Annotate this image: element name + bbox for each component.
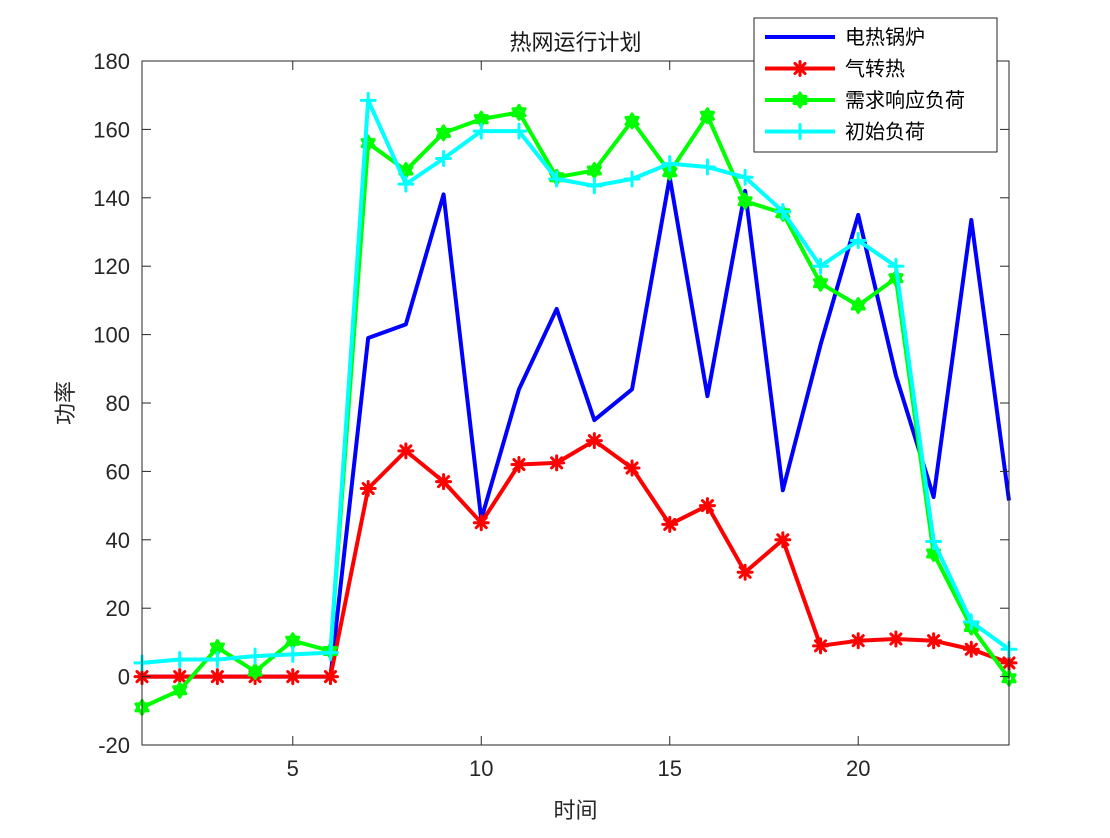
data-point-3 xyxy=(812,274,829,292)
data-point-4 xyxy=(925,533,943,551)
data-point-4 xyxy=(585,177,603,195)
data-point-2 xyxy=(548,454,566,472)
data-point-4 xyxy=(435,149,453,167)
data-point-4 xyxy=(208,651,226,668)
legend-label-4: 初始负荷 xyxy=(845,120,925,144)
data-point-3 xyxy=(699,107,715,125)
data-point-2 xyxy=(208,668,226,686)
data-point-4 xyxy=(246,647,264,665)
data-point-2 xyxy=(698,497,716,515)
data-point-2 xyxy=(359,480,377,497)
data-point-2 xyxy=(623,459,641,477)
data-point-2 xyxy=(925,632,943,650)
data-point-2 xyxy=(585,432,603,450)
data-point-3 xyxy=(247,662,263,680)
data-point-2 xyxy=(849,632,867,650)
data-point-2 xyxy=(435,473,453,491)
data-point-2 xyxy=(812,637,830,655)
y-tick-label: 80 xyxy=(106,391,130,416)
data-point-4 xyxy=(962,613,980,631)
x-axis-title: 时间 xyxy=(553,799,597,824)
data-point-3 xyxy=(586,161,602,179)
y-tick-label: 0 xyxy=(118,665,130,690)
legend-marker-4 xyxy=(791,123,809,140)
legend-marker-3 xyxy=(792,91,808,109)
x-tick-label: 5 xyxy=(287,756,299,781)
data-point-2 xyxy=(962,640,980,658)
data-point-3 xyxy=(511,103,527,121)
data-point-3 xyxy=(436,124,452,142)
data-point-3 xyxy=(850,297,866,315)
chart-title: 热网运行计划 xyxy=(509,31,641,56)
data-point-3 xyxy=(285,632,301,650)
y-tick-label: 180 xyxy=(93,49,130,74)
data-point-4 xyxy=(321,644,339,662)
y-tick-label: 160 xyxy=(93,117,130,142)
data-point-4 xyxy=(698,158,716,176)
data-point-2 xyxy=(321,668,339,686)
data-point-4 xyxy=(171,651,189,668)
data-point-4 xyxy=(887,257,905,275)
data-point-2 xyxy=(661,515,679,533)
data-point-2 xyxy=(284,668,302,686)
data-point-3 xyxy=(737,192,753,210)
y-axis-title: 功率 xyxy=(54,381,79,425)
y-tick-label: 100 xyxy=(93,323,130,348)
data-point-3 xyxy=(172,681,188,699)
data-point-2 xyxy=(774,531,792,549)
data-point-3 xyxy=(624,112,640,130)
data-point-2 xyxy=(887,630,905,648)
data-point-4 xyxy=(812,257,830,275)
data-point-2 xyxy=(510,456,528,474)
data-point-4 xyxy=(661,155,679,173)
x-tick-label: 15 xyxy=(657,756,681,781)
data-point-4 xyxy=(284,645,302,663)
y-tick-label: 120 xyxy=(93,254,130,279)
y-tick-label: 40 xyxy=(106,528,130,553)
legend-marker-2 xyxy=(791,60,809,77)
data-point-4 xyxy=(397,175,415,193)
data-point-2 xyxy=(472,514,490,532)
data-point-4 xyxy=(849,232,867,250)
ticks-layer: -20 0 20 40 60 80 100 120 140 160 180 5 10 15 20 xyxy=(93,49,1009,781)
data-point-3 xyxy=(398,161,414,179)
data-point-4 xyxy=(623,170,641,188)
data-point-4 xyxy=(359,91,377,109)
data-point-4 xyxy=(472,122,490,140)
y-tick-label: 20 xyxy=(106,596,130,621)
plot-area xyxy=(142,61,1009,745)
x-tick-label: 20 xyxy=(846,756,870,781)
data-point-2 xyxy=(736,563,754,581)
data-point-2 xyxy=(171,668,189,686)
x-tick-label: 10 xyxy=(469,756,493,781)
y-tick-label: 140 xyxy=(93,186,130,211)
legend-label-1: 电热锅炉 xyxy=(845,25,925,49)
data-point-4 xyxy=(774,202,792,220)
legend-label-3: 需求响应负荷 xyxy=(845,88,965,112)
data-point-4 xyxy=(510,122,528,140)
data-point-4 xyxy=(736,168,754,186)
y-tick-label: -20 xyxy=(98,733,130,758)
data-point-2 xyxy=(397,442,415,460)
data-point-4 xyxy=(548,170,566,188)
y-tick-label: 60 xyxy=(106,459,130,484)
legend-label-2: 气转热 xyxy=(845,57,905,81)
